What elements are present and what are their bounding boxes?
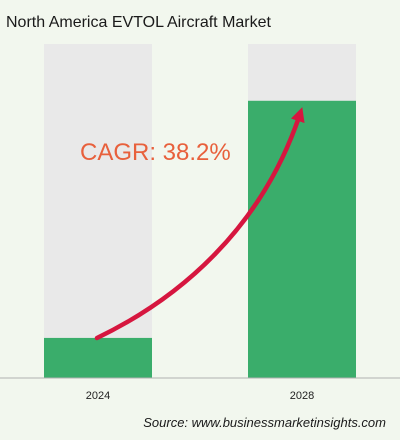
- bar-track-2024: [44, 44, 152, 378]
- source-text: Source: www.businessmarketinsights.com: [143, 415, 386, 430]
- cagr-annotation: CAGR: 38.2%: [80, 139, 231, 166]
- bar-2024: [44, 337, 152, 378]
- bar-2028: [248, 100, 356, 378]
- bars-group: [44, 44, 356, 378]
- x-tick-labels: 2024 2028: [86, 390, 314, 402]
- cagr-growth-arrow: [94, 107, 305, 341]
- x-tick-label-2028: 2028: [290, 390, 314, 402]
- chart-title: North America EVTOL Aircraft Market: [6, 14, 272, 31]
- x-tick-label-2024: 2024: [86, 390, 110, 402]
